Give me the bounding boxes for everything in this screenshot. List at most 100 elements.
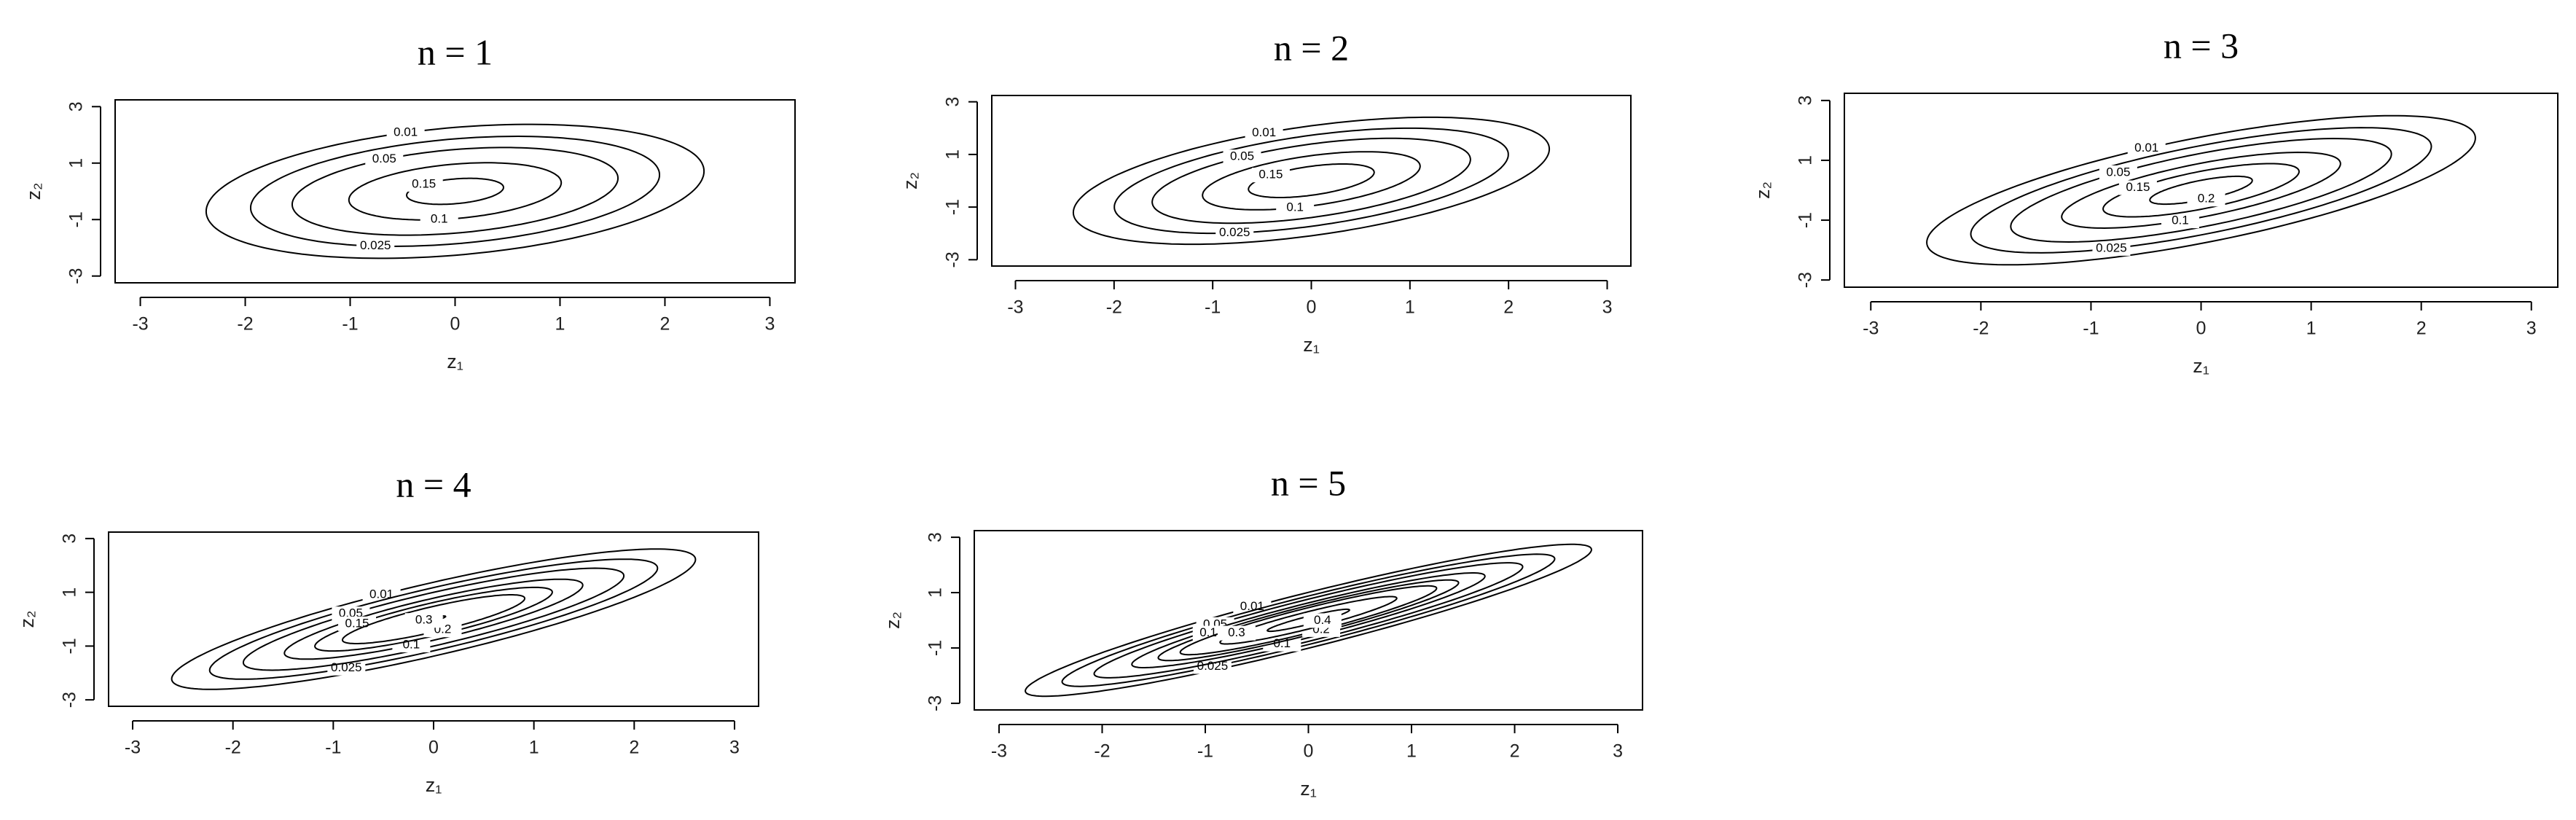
y-tick-label: 1: [925, 587, 946, 598]
contour-label: 0.15: [1258, 168, 1283, 181]
contour-line: [1202, 151, 1421, 211]
x-tick-label: -3: [132, 314, 148, 335]
contour-label: 0.025: [1197, 659, 1229, 673]
contour-label-bg: [404, 613, 443, 628]
contour-label-bg: [2127, 141, 2166, 156]
chart-title: n = 1: [418, 31, 493, 72]
contour-label: 0.01: [1252, 125, 1276, 139]
y-tick-label: -3: [60, 692, 80, 708]
x-tick-label: 0: [2196, 319, 2207, 339]
contour-label-bg: [420, 212, 458, 227]
contour-line: [342, 594, 525, 644]
chart-title: n = 4: [396, 464, 471, 504]
y-tick-label: 1: [1796, 155, 1816, 165]
contour-line: [1219, 596, 1398, 645]
contour-line: [1093, 562, 1524, 679]
chart-title: n = 2: [1274, 27, 1349, 68]
contour-line: [242, 567, 625, 671]
x-tick-label: 0: [1307, 297, 1317, 318]
y-tick-label: -1: [925, 640, 946, 656]
x-tick-label: 3: [764, 314, 775, 335]
x-tick-label: 2: [629, 738, 639, 758]
contour-label: 0.15: [412, 176, 436, 190]
y-tick-label: -1: [60, 638, 80, 654]
y-tick-label: -1: [66, 211, 87, 227]
contour-line: [1970, 127, 2432, 254]
contour-label: 0.05: [2106, 165, 2130, 179]
x-tick-label: 2: [1503, 297, 1514, 318]
contour-line: [205, 123, 705, 259]
y-tick-label: -1: [943, 199, 963, 215]
x-tick-label: 3: [2526, 319, 2537, 339]
contour-label-bg: [386, 125, 425, 141]
contour-label: 0.1: [2172, 214, 2189, 227]
x-tick-label: -3: [1863, 319, 1879, 339]
x-tick-label: -1: [342, 314, 358, 335]
y-axis-label: z₂: [23, 183, 44, 200]
contour-line: [1926, 114, 2476, 266]
contour-label-bg: [404, 176, 443, 192]
contour-line: [208, 558, 659, 680]
contour-label: 0.025: [360, 238, 391, 252]
contour-line: [314, 586, 553, 652]
contour-label: 0.3: [1228, 625, 1245, 639]
contour-label-bg: [1245, 125, 1283, 141]
y-tick-label: 3: [943, 97, 963, 107]
contour-label-bg: [338, 616, 377, 631]
plot-frame: [114, 99, 796, 284]
x-tick-label: -3: [1007, 297, 1023, 318]
contour-label: 0.01: [394, 125, 418, 139]
x-tick-label: 3: [1602, 297, 1613, 318]
contour-label: 0.01: [2134, 141, 2158, 155]
contour-line: [283, 578, 584, 660]
panel: n = 3-3 -2 -1 0 1 2 3z₁-3-113z₂0.010.0250.050.…: [1752, 25, 2559, 377]
x-axis-label: z₁: [1303, 334, 1320, 356]
contour-line: [1131, 572, 1486, 668]
plot-frame: [991, 95, 1632, 267]
x-tick-label: 0: [450, 314, 461, 335]
panel: n = 5-3 -2 -1 0 1 2 3z₁-3-113z₂0.010.0250.050.…: [882, 462, 1643, 800]
contour-line: [2061, 151, 2341, 230]
contour-label: 0.2: [2198, 192, 2215, 206]
contour-line: [1179, 585, 1438, 656]
x-axis-label: z₁: [447, 351, 463, 372]
panel: n = 4-3 -2 -1 0 1 2 3z₁-3-113z₂0.010.0250.050.…: [16, 464, 759, 796]
contour-line: [1157, 579, 1460, 662]
x-tick-label: 0: [428, 738, 439, 758]
contour-line: [1151, 137, 1471, 224]
contour-label: 0.01: [369, 587, 394, 601]
contour-label-bg: [2161, 214, 2199, 229]
contour-label-bg: [2099, 165, 2137, 180]
contour-label: 0.15: [345, 616, 369, 630]
y-axis-label: z₂: [1752, 181, 1774, 199]
x-tick-label: 1: [529, 738, 539, 758]
y-axis-label: z₂: [882, 612, 904, 629]
x-tick-label: 1: [1405, 297, 1415, 318]
contour-line: [2102, 163, 2300, 218]
x-tick-label: 2: [1510, 741, 1520, 762]
contour-label-bg: [1223, 149, 1261, 165]
y-tick-label: 1: [66, 158, 87, 168]
x-tick-label: -2: [1094, 741, 1110, 762]
y-tick-label: 1: [943, 149, 963, 160]
x-tick-label: 2: [660, 314, 670, 335]
contour-line: [249, 135, 661, 248]
contour-label-bg: [2092, 241, 2131, 256]
x-axis-label: z₁: [1300, 778, 1317, 800]
contour-label-bg: [1193, 659, 1232, 674]
x-tick-label: -3: [991, 741, 1007, 762]
x-tick-label: -2: [1973, 319, 1989, 339]
contour-label: 0.15: [2126, 180, 2150, 194]
x-tick-label: 1: [555, 314, 565, 335]
x-tick-label: -1: [1205, 297, 1221, 318]
y-axis-label: z₂: [899, 172, 921, 190]
contour-label-bg: [1217, 625, 1256, 641]
contour-line: [2010, 137, 2392, 243]
x-tick-label: 3: [729, 738, 740, 758]
contour-label: 0.3: [415, 613, 433, 627]
plot-frame: [108, 531, 759, 707]
y-tick-label: 3: [66, 101, 87, 112]
x-tick-label: 3: [1613, 741, 1623, 762]
contour-label-bg: [2187, 192, 2225, 207]
